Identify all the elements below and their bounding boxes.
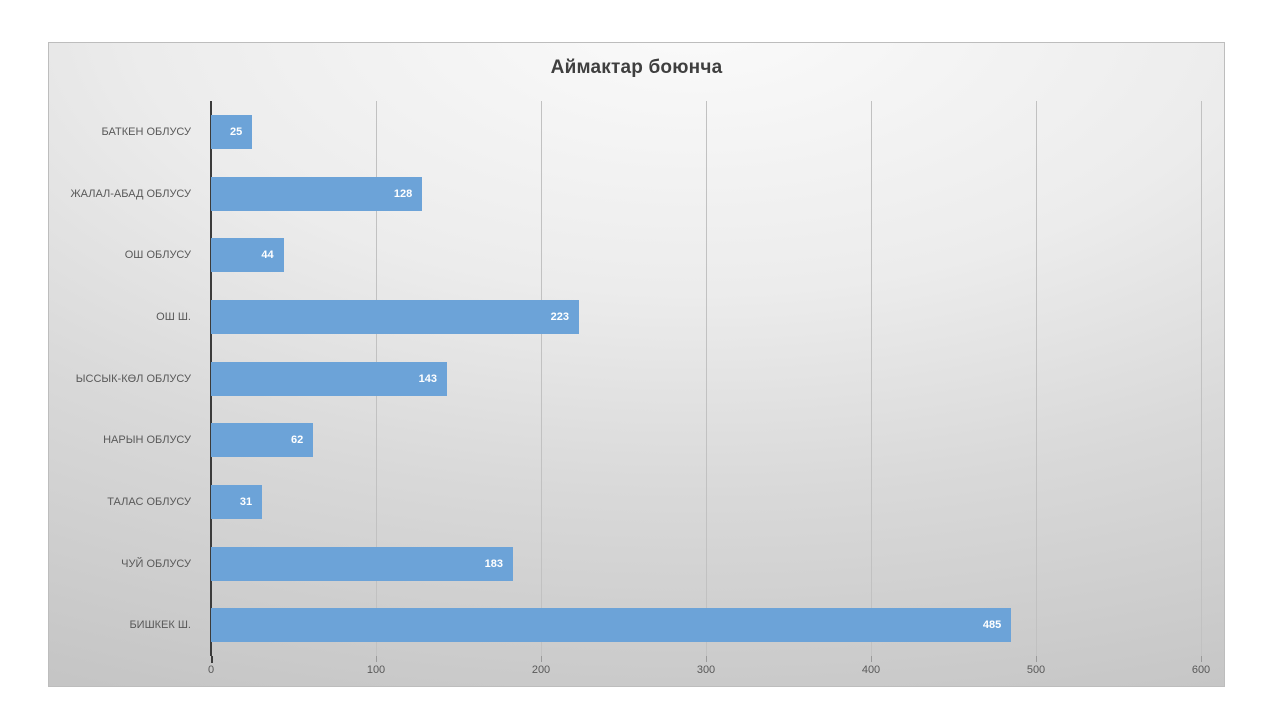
axis-tick-600 — [1201, 656, 1202, 662]
axis-tick-0 — [211, 656, 213, 663]
plot-area: 25 128 44 223 143 62 31 183 485 — [210, 101, 1202, 663]
bar-9[interactable]: 485 — [211, 608, 1012, 643]
bar-4[interactable]: 223 — [211, 299, 579, 334]
bar-1[interactable]: 25 — [211, 114, 253, 149]
category-label: ЖАЛАЛ-АБАД ОБЛУСУ — [70, 187, 191, 200]
chart-title: Аймактар боюнча — [550, 57, 723, 78]
gridline-600 — [1201, 101, 1202, 656]
category-axis-labels: БАТКЕН ОБЛУСУ ЖАЛАЛ-АБАД ОБЛУСУ ОШ ОБЛУСУ О… — [49, 101, 201, 656]
gridline-500 — [1036, 101, 1037, 656]
data-label: 31 — [239, 495, 253, 508]
bar-3[interactable]: 44 — [211, 238, 284, 273]
category-label: НАРЫН ОБЛУСУ — [103, 434, 191, 447]
data-label: 62 — [291, 434, 304, 447]
axis-tick-500 — [1036, 656, 1037, 662]
bar-8[interactable]: 183 — [211, 546, 513, 581]
category-label: ОШ ОБЛУСУ — [124, 249, 191, 262]
data-label: 223 — [550, 310, 569, 323]
data-label: 128 — [393, 187, 413, 200]
data-label: 183 — [484, 557, 503, 570]
category-label: ЫССЫК-КӨЛ ОБЛУСУ — [75, 372, 191, 385]
bar-7[interactable]: 31 — [211, 484, 263, 519]
bar-chart[interactable]: Аймактар боюнча БАТКЕН ОБЛУСУ ЖАЛАЛ-АБАД … — [48, 42, 1225, 687]
value-axis-labels: 0 100 200 300 400 500 600 — [207, 664, 1210, 682]
value-axis-label-300: 300 — [696, 664, 716, 676]
data-label: 143 — [418, 372, 437, 385]
bar-6[interactable]: 62 — [211, 423, 314, 458]
axis-tick-400 — [871, 656, 872, 662]
value-axis-label-100: 100 — [366, 664, 386, 676]
axis-tick-300 — [706, 656, 707, 662]
data-label: 44 — [261, 249, 274, 262]
category-label: ОШ Ш. — [156, 310, 191, 323]
category-label: ЧУЙ ОБЛУСУ — [121, 557, 191, 570]
gridline-400 — [871, 101, 872, 656]
gridline-300 — [706, 101, 707, 656]
value-axis-label-400: 400 — [861, 664, 881, 676]
category-label: ТАЛАС ОБЛУСУ — [107, 495, 191, 508]
value-axis-label-0: 0 — [207, 664, 215, 676]
value-axis-label-600: 600 — [1191, 664, 1211, 676]
category-label: БИШКЕК Ш. — [129, 619, 191, 632]
value-axis-label-500: 500 — [1026, 664, 1046, 676]
value-axis-label-200: 200 — [531, 664, 551, 676]
bar-5[interactable]: 143 — [211, 361, 447, 396]
gridline-200 — [541, 101, 542, 656]
axis-tick-200 — [541, 656, 542, 662]
data-label: 485 — [982, 619, 1002, 632]
category-label: БАТКЕН ОБЛУСУ — [101, 125, 191, 138]
data-label: 25 — [230, 125, 243, 138]
axis-tick-100 — [376, 656, 377, 662]
bar-2[interactable]: 128 — [211, 176, 423, 211]
